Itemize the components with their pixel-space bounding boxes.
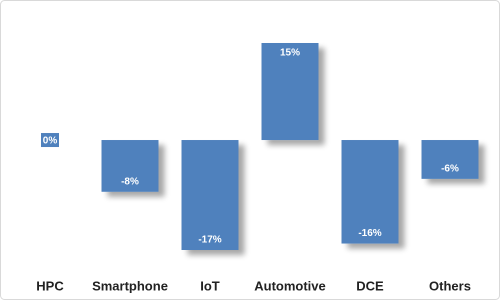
x-tick-label: Smartphone [92,278,168,293]
value-label: -8% [121,176,139,187]
x-tick-label: DCE [356,278,384,293]
value-label: 0% [43,136,58,147]
x-tick-label: Automotive [254,278,326,293]
value-label: 15% [280,48,300,59]
x-tick-label: Others [429,278,471,293]
x-tick-label: HPC [36,278,64,293]
bar [421,140,479,179]
value-label: -17% [198,235,221,246]
bar [341,140,399,244]
value-label-box [41,133,59,148]
bar [181,140,239,250]
value-label: -16% [358,228,381,239]
bar [261,43,319,141]
x-tick-label: IoT [200,278,220,293]
bar [101,140,159,192]
value-label: -6% [441,163,459,174]
